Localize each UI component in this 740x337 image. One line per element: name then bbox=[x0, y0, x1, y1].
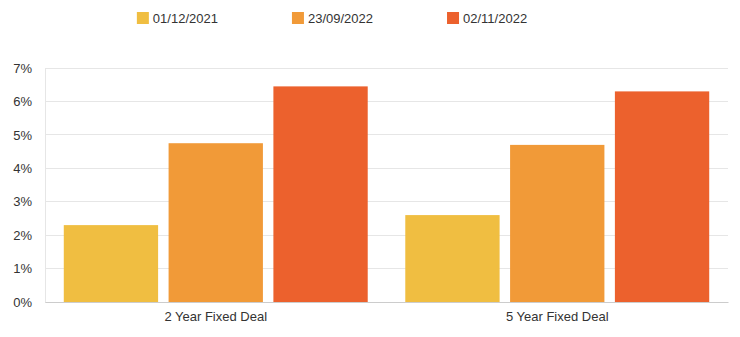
legend: 01/12/2021 23/09/2022 02/11/2022 bbox=[137, 11, 527, 26]
legend-swatch bbox=[292, 12, 304, 24]
y-tick-label: 3% bbox=[13, 194, 32, 209]
y-tick-label: 4% bbox=[13, 161, 32, 176]
x-axis-line bbox=[46, 302, 729, 303]
x-tick-label: 2 Year Fixed Deal bbox=[164, 309, 267, 324]
y-tick-label: 7% bbox=[13, 61, 32, 76]
bar bbox=[64, 225, 158, 302]
legend-item: 01/12/2021 bbox=[137, 11, 218, 26]
y-tick-label: 0% bbox=[13, 295, 32, 310]
bar bbox=[169, 143, 263, 302]
y-tick-label: 2% bbox=[13, 228, 32, 243]
legend-item: 02/11/2022 bbox=[447, 11, 527, 26]
legend-label: 23/09/2022 bbox=[308, 11, 373, 26]
legend-item: 23/09/2022 bbox=[292, 11, 373, 26]
bar-series bbox=[273, 86, 709, 302]
x-tick-label: 5 Year Fixed Deal bbox=[506, 309, 609, 324]
grid bbox=[45, 68, 728, 302]
bar bbox=[273, 86, 367, 302]
chart: 0% 1% 2% 3% 4% 5% 6% 7% 2 Year Fixed Deal 5 Year … bbox=[0, 0, 740, 337]
y-tick-label: 6% bbox=[13, 94, 32, 109]
y-tick: 1% bbox=[13, 261, 45, 276]
legend-swatch bbox=[137, 12, 149, 24]
y-tick: 2% bbox=[13, 228, 45, 243]
y-axis: 0% 1% 2% 3% 4% 5% 6% 7% bbox=[13, 61, 45, 310]
bars bbox=[64, 86, 709, 302]
y-tick-label: 1% bbox=[13, 261, 32, 276]
legend-label: 02/11/2022 bbox=[463, 11, 527, 26]
x-tick: 5 Year Fixed Deal bbox=[506, 302, 609, 324]
x-axis: 2 Year Fixed Deal 5 Year Fixed Deal bbox=[46, 302, 729, 324]
legend-label: 01/12/2021 bbox=[153, 11, 218, 26]
legend-swatch bbox=[447, 12, 459, 24]
bar bbox=[405, 215, 499, 302]
y-tick: 6% bbox=[13, 94, 45, 109]
bar bbox=[510, 145, 604, 302]
y-tick: 4% bbox=[13, 161, 45, 176]
bar-series bbox=[169, 143, 605, 302]
bar bbox=[615, 91, 709, 302]
y-tick: 5% bbox=[13, 128, 45, 143]
y-tick: 0% bbox=[13, 295, 45, 310]
y-tick-label: 5% bbox=[13, 128, 32, 143]
y-tick: 3% bbox=[13, 194, 45, 209]
x-tick: 2 Year Fixed Deal bbox=[164, 302, 267, 324]
grid-line bbox=[45, 68, 728, 69]
y-tick: 7% bbox=[13, 61, 45, 76]
y-axis-line bbox=[45, 69, 46, 303]
